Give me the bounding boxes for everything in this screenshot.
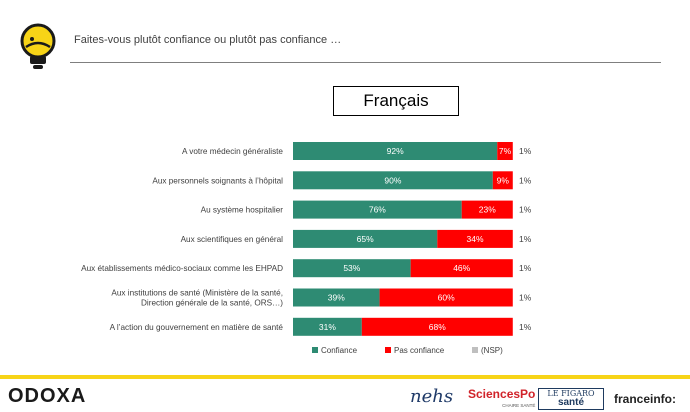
- category-label: Au système hospitalier: [201, 206, 284, 215]
- data-label-pas-confiance: 7%: [499, 146, 512, 156]
- sciencespo-logo-subtext: CHAIRE SANTÉ: [502, 403, 536, 408]
- data-label-confiance: 31%: [319, 322, 336, 332]
- category-label-line: Aux institutions de santé (Ministère de …: [111, 289, 283, 298]
- category-label: Aux établissements médico-sociaux comme …: [81, 264, 283, 273]
- bar-confiance: [293, 288, 380, 307]
- odoxa-logo: ODOXA: [8, 385, 87, 407]
- question-divider: [70, 62, 661, 63]
- legend-swatch: [312, 347, 318, 353]
- data-label-confiance: 90%: [384, 175, 401, 185]
- data-label-confiance: 39%: [328, 293, 345, 303]
- bar-confiance: [293, 229, 438, 248]
- data-label-nsp: 1%: [519, 293, 532, 303]
- question-text: Faites-vous plutôt confiance ou plutôt p…: [74, 34, 342, 46]
- data-label-pas-confiance: 34%: [467, 234, 484, 244]
- bar-confiance: [293, 317, 362, 336]
- category-label: Aux institutions de santé (Ministère de …: [111, 289, 283, 308]
- bar-pas-confiance: [497, 142, 513, 160]
- data-label-nsp: 1%: [519, 146, 532, 156]
- figaro-sante-logo: LE FIGARO santé: [538, 388, 604, 410]
- legend-label: (NSP): [481, 346, 503, 355]
- nehs-logo: nehs: [410, 386, 454, 407]
- legend-swatch: [472, 347, 478, 353]
- category-label-line: Aux établissements médico-sociaux comme …: [81, 264, 283, 273]
- footer-accent-line: [0, 375, 690, 379]
- data-label-pas-confiance: 68%: [429, 322, 446, 332]
- stacked-bar-chart: A votre médecin généraliste 92% 7% 1% Aux pe…: [81, 142, 532, 355]
- bar-pas-confiance: [379, 288, 513, 307]
- category-label: Aux scientifiques en général: [181, 235, 284, 244]
- data-label-confiance: 65%: [357, 234, 374, 244]
- bar-pas-confiance: [361, 317, 513, 336]
- bar-pas-confiance: [410, 259, 513, 278]
- bar-confiance: [293, 171, 493, 190]
- bar-confiance: [293, 142, 498, 160]
- category-label: A votre médecin généraliste: [182, 147, 283, 156]
- figaro-logo-bottom: santé: [557, 397, 585, 408]
- odoxa-lightbulb-logo-icon: [20, 23, 56, 69]
- category-label-line: A votre médecin généraliste: [182, 147, 283, 156]
- bar-confiance: [293, 259, 411, 278]
- franceinfo-logo: franceinfo:: [614, 392, 677, 406]
- category-label-line: Au système hospitalier: [201, 206, 284, 215]
- bar-pas-confiance: [492, 171, 513, 190]
- sciencespo-logo: SciencesPo CHAIRE SANTÉ: [468, 388, 535, 412]
- category-label-line: Direction générale de la santé, ORS…): [141, 299, 283, 308]
- legend-label: Confiance: [321, 346, 358, 355]
- data-label-confiance: 53%: [343, 263, 360, 273]
- data-label-confiance: 76%: [369, 205, 386, 215]
- data-label-nsp: 1%: [519, 175, 532, 185]
- data-label-nsp: 1%: [519, 263, 532, 273]
- category-label: A l’action du gouvernement en matière de…: [110, 323, 284, 332]
- data-label-pas-confiance: 60%: [438, 293, 455, 303]
- legend-swatch: [385, 347, 391, 353]
- data-label-nsp: 1%: [519, 234, 532, 244]
- category-label-line: Aux scientifiques en général: [181, 235, 284, 244]
- data-label-nsp: 1%: [519, 322, 532, 332]
- category-label-line: Aux personnels soignants à l’hôpital: [152, 176, 283, 185]
- data-label-pas-confiance: 23%: [479, 205, 496, 215]
- figaro-logo-top: LE FIGARO: [547, 389, 595, 398]
- data-label-pas-confiance: 9%: [497, 175, 510, 185]
- bar-pas-confiance: [461, 200, 513, 219]
- category-label-line: A l’action du gouvernement en matière de…: [110, 323, 284, 332]
- bar-confiance: [293, 200, 462, 219]
- data-label-confiance: 92%: [387, 146, 404, 156]
- legend-label: Pas confiance: [394, 346, 445, 355]
- category-label: Aux personnels soignants à l’hôpital: [152, 176, 283, 185]
- data-label-pas-confiance: 46%: [453, 263, 470, 273]
- sciencespo-logo-text: SciencesPo: [468, 387, 536, 401]
- segment-label: Français: [333, 86, 459, 116]
- bar-pas-confiance: [437, 229, 513, 248]
- data-label-nsp: 1%: [519, 205, 532, 215]
